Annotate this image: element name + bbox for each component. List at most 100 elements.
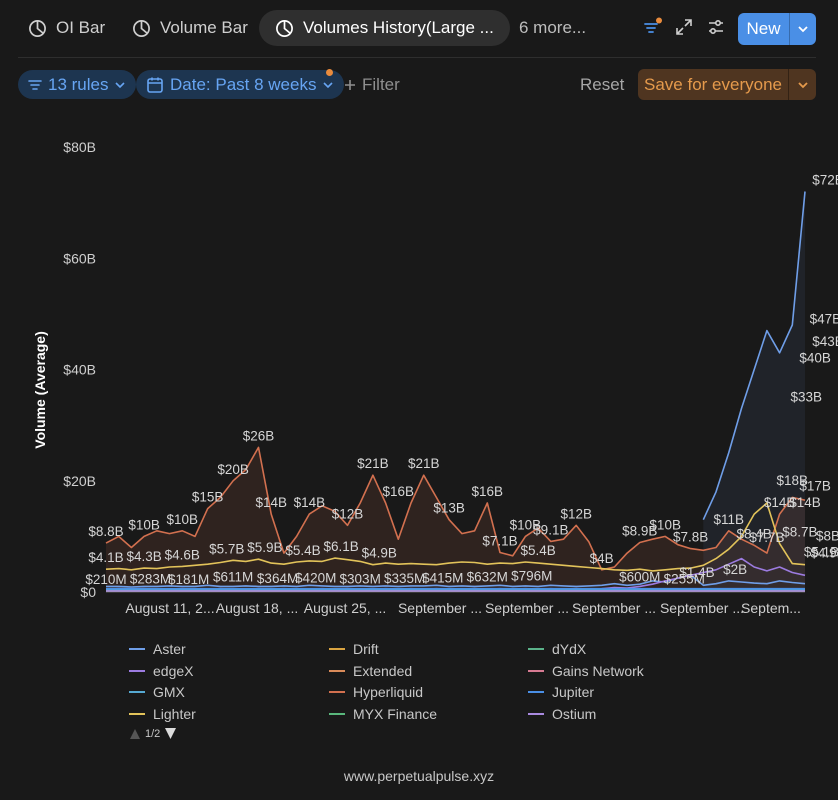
data-label: $4.3B: [126, 549, 161, 564]
data-label: $14B: [294, 495, 326, 510]
data-label: $40B: [799, 351, 831, 366]
data-label: $21B: [357, 456, 389, 471]
date-pill-label: Date: Past 8 weeks: [170, 74, 317, 94]
data-label: $7.1B: [482, 534, 517, 549]
date-filter-pill[interactable]: Date: Past 8 weeks: [136, 70, 345, 99]
data-label: $15B: [192, 490, 224, 505]
legend-label: Ostium: [552, 705, 597, 722]
data-label: $283M: [130, 571, 171, 586]
tab-label: Volume Bar: [160, 18, 248, 37]
legend-label: MYX Finance: [353, 705, 438, 722]
data-label: $10B: [166, 512, 198, 527]
expand-icon[interactable]: [674, 17, 694, 37]
data-label: $600M: [619, 570, 660, 585]
series-line-hyperliquid: [105, 446, 806, 571]
data-label: $335M: [384, 571, 425, 586]
legend-item-extended[interactable]: Extended: [329, 661, 412, 681]
legend-swatch: [129, 712, 145, 715]
data-label: $7.7B: [749, 530, 784, 545]
y-tick-label: $60B: [63, 250, 96, 266]
data-label: $255M: [664, 572, 705, 587]
save-for-everyone-button[interactable]: Save for everyone: [638, 69, 816, 100]
data-label: $7.8B: [673, 530, 708, 545]
sort-icon[interactable]: [642, 17, 662, 37]
legend-item-drift[interactable]: Drift: [329, 639, 379, 659]
legend-item-lighter[interactable]: Lighter: [129, 704, 196, 724]
x-tick-label: August 18, ...: [216, 600, 299, 616]
settings-sliders-icon[interactable]: [706, 17, 726, 37]
legend-item-gains-network[interactable]: Gains Network: [528, 661, 644, 681]
footer-url: www.perpetualpulse.xyz: [343, 768, 495, 784]
data-label: $13B: [433, 501, 465, 516]
tab-volume-bar[interactable]: Volume Bar: [132, 10, 248, 46]
data-label: $18B: [777, 473, 809, 488]
tab-volumes-history[interactable]: Volumes History(Large ...: [259, 10, 510, 46]
data-label: $43B: [812, 334, 838, 349]
save-dropdown[interactable]: [789, 78, 816, 92]
legend-item-dydx[interactable]: dYdX: [528, 639, 586, 659]
x-tick-label: September ...: [485, 600, 569, 616]
rules-pill-label: 13 rules: [48, 74, 109, 94]
y-tick-label: $0: [80, 584, 96, 600]
legend-label: Extended: [353, 662, 413, 679]
rules-filter-pill[interactable]: 13 rules: [18, 70, 137, 99]
pager-label: 1/2: [145, 727, 161, 740]
data-label: $364M: [257, 571, 298, 586]
more-tabs-button[interactable]: 6 more...: [519, 18, 587, 37]
data-label: $33B: [791, 389, 823, 404]
legend-item-jupiter[interactable]: Jupiter: [528, 682, 594, 702]
legend-swatch: [528, 648, 544, 650]
legend-swatch: [329, 648, 345, 650]
data-label: $796M: [511, 569, 552, 584]
save-separator: [788, 69, 789, 100]
legend-item-edgex[interactable]: edgeX: [129, 661, 193, 681]
y-tick-label: $20B: [63, 473, 96, 489]
data-label: $210M: [85, 572, 126, 587]
legend-item-aster[interactable]: Aster: [129, 639, 186, 659]
tab-oi-bar[interactable]: OI Bar: [28, 10, 105, 46]
series-line-lighter: [105, 502, 806, 572]
legend-label: GMX: [153, 684, 185, 700]
x-tick-label: August 25, ...: [304, 600, 387, 616]
data-label: $16B: [472, 484, 504, 499]
new-dropdown[interactable]: [790, 22, 816, 36]
legend-label: Hyperliquid: [353, 684, 424, 700]
legend-label: edgeX: [153, 662, 194, 679]
data-label: $14B: [255, 495, 287, 510]
pie-chart-icon: [133, 19, 150, 37]
x-tick-label: August 11, 2...: [125, 600, 214, 616]
legend-label: Gains Network: [552, 662, 644, 679]
data-label: $8.8B: [88, 524, 123, 539]
data-label: $2B: [723, 562, 747, 577]
legend-item-gmx[interactable]: GMX: [129, 682, 185, 702]
data-label: $12B: [560, 506, 592, 521]
data-label: $8B: [816, 529, 838, 544]
data-label: $20B: [217, 462, 249, 477]
triangle-up-icon[interactable]: [129, 728, 141, 740]
data-label: $5.4B: [285, 543, 320, 558]
add-filter-button[interactable]: Filter: [344, 70, 400, 99]
data-label: $21B: [408, 456, 440, 471]
reset-button[interactable]: Reset: [580, 74, 625, 94]
legend-swatch: [528, 691, 544, 693]
x-tick-label: September ...: [572, 600, 656, 616]
data-label: $72B: [812, 173, 838, 188]
x-tick-label: September ...: [398, 600, 482, 616]
filter-label: Filter: [362, 74, 400, 94]
legend-swatch: [528, 712, 544, 715]
tab-label: Volumes History(Large ...: [303, 18, 494, 37]
chevron-down-icon: [323, 81, 334, 88]
volume-line-chart: $0 $20B $40B $60B $80B $8.8B $10B $10B $15B $20B…: [32, 139, 838, 616]
legend-item-hyperliquid[interactable]: Hyperliquid: [329, 682, 423, 702]
legend-item-ostium[interactable]: Ostium: [528, 704, 596, 724]
data-label: $4.6B: [165, 547, 200, 562]
legend-item-myx-finance[interactable]: MYX Finance: [329, 704, 437, 724]
legend-label: Jupiter: [552, 684, 595, 700]
data-label: $4.9B: [362, 546, 397, 561]
filter-lines-icon: [28, 79, 42, 90]
new-button[interactable]: New: [738, 13, 816, 45]
triangle-down-icon[interactable]: [164, 727, 177, 740]
series-line-large-aggregate: [702, 191, 806, 521]
legend-swatch: [129, 669, 145, 672]
legend-label: Drift: [353, 641, 379, 657]
